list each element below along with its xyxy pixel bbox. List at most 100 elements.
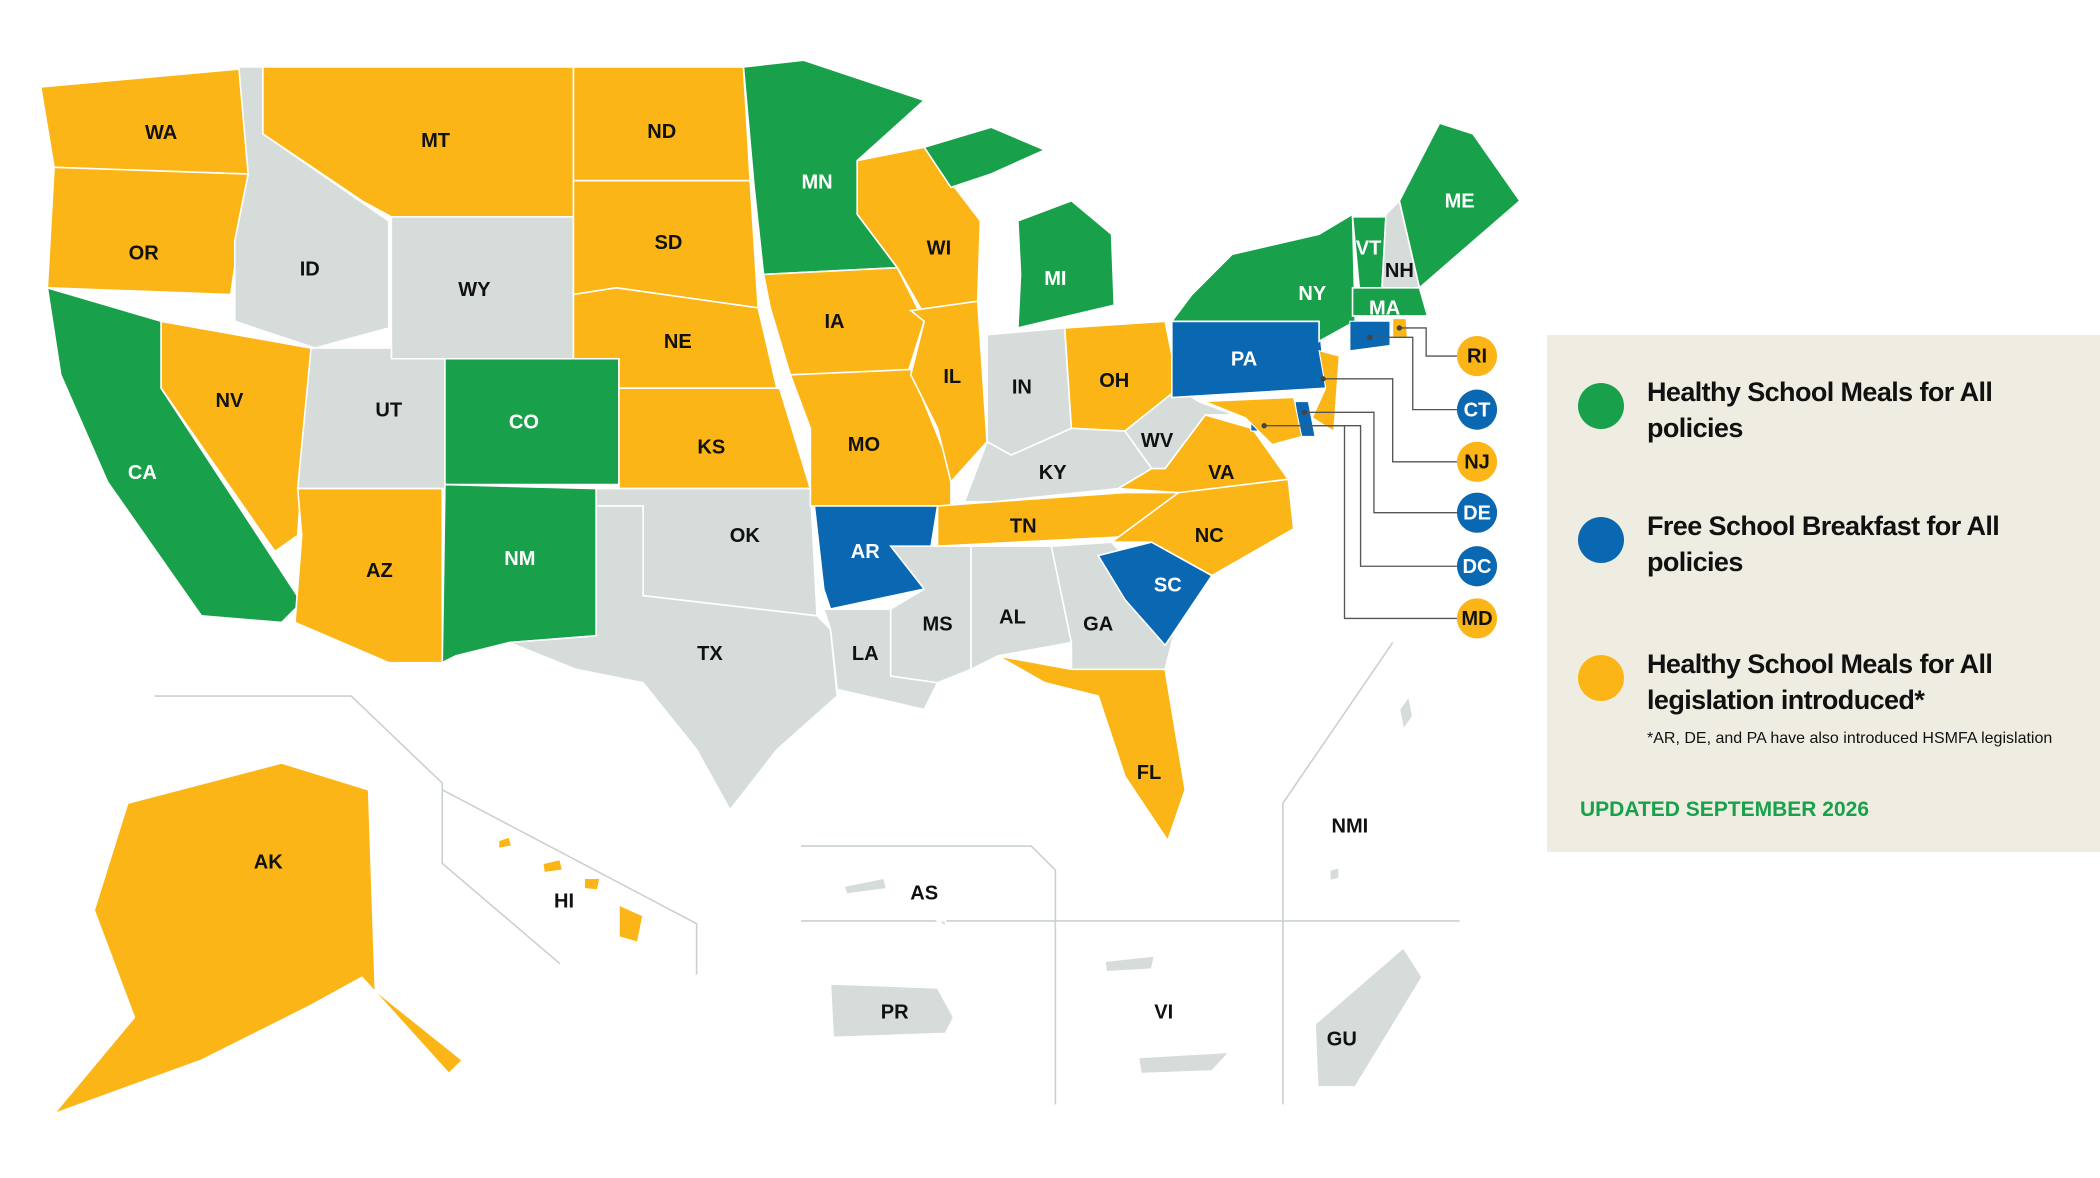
leader-dot [1320,376,1326,382]
region-label: FL [1137,762,1162,784]
region-label: WA [145,122,177,144]
callout-badge [1456,335,1498,377]
region [541,858,564,874]
region-label: IL [943,366,961,388]
leader-line [1323,378,1457,463]
region-label: MN [801,172,832,194]
callout-label: NJ [1464,451,1490,473]
region-label: CO [509,411,539,433]
region [160,320,312,553]
region-label: WV [1141,430,1174,452]
region-label: LA [852,643,879,665]
legend-label: Healthy School Meals for All [1647,377,1993,407]
region [1351,287,1429,317]
inset-borders [154,642,1460,1105]
region-label: NM [504,548,535,570]
region [441,483,598,664]
region [1328,866,1340,882]
region [1017,199,1116,329]
callout-label: RI [1467,346,1487,368]
region [970,545,1073,671]
region-label: ND [647,121,676,143]
region-label: NY [1298,283,1326,305]
leader-line [1369,336,1457,411]
region [296,347,446,490]
callout-badge [1456,598,1498,639]
region-label: OK [730,525,761,547]
callout-label: DC [1463,556,1492,578]
region-label: MT [421,130,451,152]
region-label: AL [999,607,1026,629]
region [1096,541,1214,647]
region [1398,694,1414,732]
leader-line [1399,327,1457,357]
region [618,903,644,944]
region-label: VA [1208,462,1234,484]
legend-label: Free School Breakfast for All [1647,511,2000,541]
region-label: GU [1327,1028,1357,1050]
region-label: NMI [1331,816,1368,838]
region-label: IN [1012,377,1032,399]
region-label: CA [128,462,157,484]
region-label: AK [254,852,283,874]
region [842,877,888,896]
region-label: UT [375,399,402,421]
region [39,66,263,175]
leader-line [1264,425,1457,620]
region-label: MS [923,613,953,635]
region-label: SC [1154,575,1182,597]
region [1314,946,1424,1088]
region [294,487,444,664]
callout-badge [1456,492,1498,533]
region-label: MI [1044,268,1066,290]
region-label: GA [1083,613,1113,635]
legend-label: policies [1647,413,1743,443]
region-label: TX [697,643,723,665]
region-label: NE [664,331,692,353]
region-label: MA [1369,298,1400,320]
legend-label: policies [1647,547,1743,577]
region-label: IA [824,311,844,333]
region-label: PR [881,1002,909,1024]
region [1103,954,1156,973]
region [813,505,939,611]
region-label: KY [1039,462,1067,484]
callout-badge [1456,441,1498,482]
legend: *AR, DE, and PA have also introduced HSM… [1547,335,2100,852]
footnote: *AR, DE, and PA have also introduced HSM… [1647,730,2053,747]
region [1398,122,1521,290]
leader-dot [1301,409,1308,415]
region-label: OH [1099,370,1129,392]
region [934,920,947,928]
region-label: PA [1231,348,1257,370]
region-label: VI [1154,1002,1173,1024]
region-label: TN [1010,516,1037,538]
region [922,126,1047,189]
region [829,983,955,1039]
callout-label: MD [1461,608,1492,630]
region-label: NH [1385,260,1414,282]
region [497,835,513,850]
region-label: AS [910,883,938,905]
leader-line [1304,411,1457,514]
region-label: AR [851,541,880,563]
legend-swatch [1578,655,1624,701]
leader-dot [1396,325,1403,331]
small-state [1205,397,1303,446]
legend-label: Healthy School Meals for All [1647,649,1993,679]
region-label: OR [129,243,160,265]
region-label: VT [1356,237,1382,259]
callout-label: DE [1463,502,1491,524]
region-label: ID [300,259,320,281]
region [508,505,838,812]
region-label: WY [458,279,491,301]
callout-badge [1456,389,1498,430]
region-label: HI [554,891,574,913]
region-label: KS [697,437,725,459]
region-label: AZ [366,560,393,582]
region-label: SD [655,232,683,254]
leader-dot [1367,334,1373,341]
region-label: NV [215,390,243,412]
